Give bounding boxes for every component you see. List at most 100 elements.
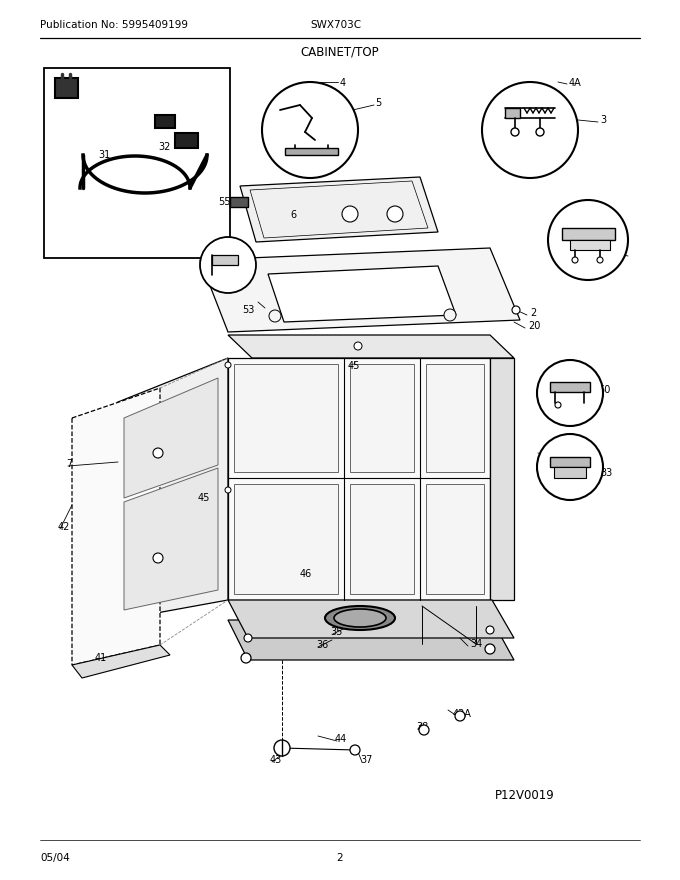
Text: Publication No: 5995409199: Publication No: 5995409199 [40,20,188,30]
Polygon shape [505,108,520,118]
Circle shape [350,745,360,755]
Text: 45: 45 [198,493,210,503]
Text: CABINET/TOP: CABINET/TOP [301,46,379,58]
Text: 50: 50 [598,385,611,395]
Circle shape [444,309,456,321]
Text: 37: 37 [360,755,373,765]
Polygon shape [228,335,514,358]
Polygon shape [250,181,428,238]
Text: 53: 53 [242,305,254,315]
Text: 9: 9 [615,233,621,243]
Polygon shape [175,133,198,148]
Text: 2: 2 [337,853,343,863]
Polygon shape [562,228,615,240]
Circle shape [482,82,578,178]
Polygon shape [228,620,514,660]
Text: 7: 7 [66,459,72,469]
Circle shape [387,206,403,222]
Text: 05/04: 05/04 [40,853,70,863]
Polygon shape [550,457,590,467]
Text: 1: 1 [545,155,551,165]
Circle shape [225,362,231,368]
Polygon shape [212,255,238,265]
Text: 43: 43 [270,755,282,765]
Circle shape [572,257,578,263]
Polygon shape [228,358,490,600]
Polygon shape [118,358,228,620]
Polygon shape [124,378,218,498]
Text: 3: 3 [600,115,606,125]
Polygon shape [426,484,484,594]
Polygon shape [55,78,78,98]
Circle shape [485,644,495,654]
Circle shape [153,448,163,458]
Ellipse shape [334,609,386,627]
Text: 54: 54 [215,277,227,287]
Text: 45: 45 [348,361,360,371]
Polygon shape [350,364,414,472]
Text: 41: 41 [95,653,107,663]
Text: 36: 36 [316,640,328,650]
Text: 4: 4 [340,78,346,88]
Polygon shape [234,484,338,594]
Circle shape [225,487,231,493]
Polygon shape [228,600,514,638]
Circle shape [597,257,603,263]
Text: 11: 11 [615,249,627,259]
Circle shape [486,626,494,634]
Circle shape [536,128,544,136]
Polygon shape [200,248,520,332]
Text: 42: 42 [58,522,70,532]
Text: 32: 32 [158,142,171,152]
Text: 31: 31 [98,150,110,160]
Polygon shape [230,197,248,207]
Text: 34: 34 [470,639,482,649]
Polygon shape [554,467,586,478]
Circle shape [153,553,163,563]
Text: 3A: 3A [594,265,607,275]
Polygon shape [72,388,160,665]
Polygon shape [72,645,170,678]
Circle shape [511,128,519,136]
Text: 6: 6 [290,210,296,220]
Circle shape [244,634,252,642]
Text: 43A: 43A [453,709,472,719]
Polygon shape [285,148,338,155]
Circle shape [274,740,290,756]
Polygon shape [155,115,175,128]
Polygon shape [124,468,218,610]
Circle shape [342,206,358,222]
Circle shape [455,711,465,721]
Ellipse shape [325,606,395,630]
Text: 4A: 4A [569,78,582,88]
Circle shape [354,342,362,350]
Text: 55: 55 [218,197,231,207]
Circle shape [269,310,281,322]
Text: 56: 56 [581,398,594,408]
Circle shape [537,434,603,500]
Circle shape [241,653,251,663]
Circle shape [262,82,358,178]
Text: 46: 46 [300,569,312,579]
Text: 20: 20 [528,321,541,331]
Circle shape [555,402,561,408]
Polygon shape [44,68,230,258]
Text: 38: 38 [416,722,428,732]
Circle shape [512,306,520,314]
Circle shape [537,360,603,426]
Polygon shape [426,364,484,472]
Polygon shape [490,358,514,600]
Text: 2: 2 [547,450,554,460]
Polygon shape [350,484,414,594]
Polygon shape [234,364,338,472]
Circle shape [419,725,429,735]
Text: 33: 33 [600,468,612,478]
Text: 5: 5 [375,98,381,108]
Polygon shape [570,240,610,250]
Text: 2: 2 [530,308,537,318]
Polygon shape [550,382,590,392]
Circle shape [548,200,628,280]
Text: P12V0019: P12V0019 [495,788,555,802]
Text: 44: 44 [335,734,347,744]
Circle shape [200,237,256,293]
